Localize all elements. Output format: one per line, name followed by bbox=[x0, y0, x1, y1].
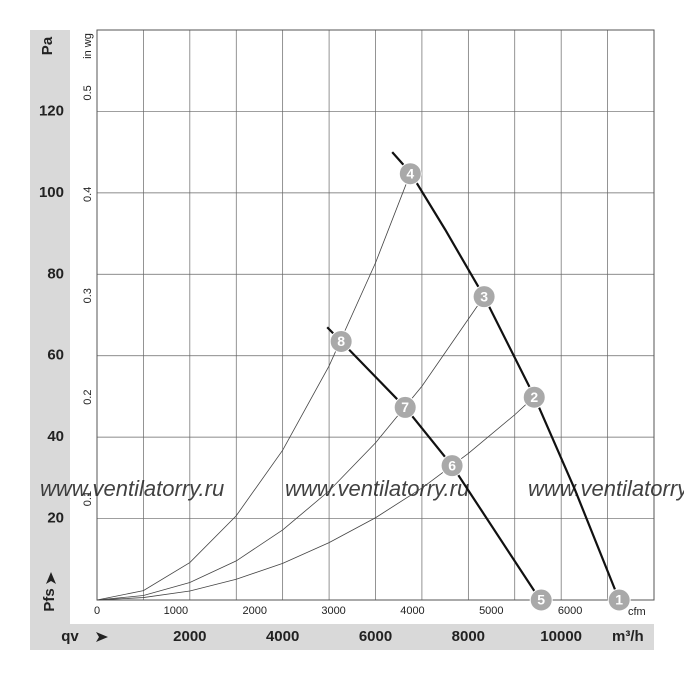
y-label: Pa bbox=[39, 36, 56, 55]
x2-tick-label: 6000 bbox=[558, 605, 582, 617]
y2-tick-label: 0.2 bbox=[82, 390, 94, 405]
x2-tick-label: 2000 bbox=[242, 605, 266, 617]
line bbox=[326, 326, 542, 601]
operating-point bbox=[398, 162, 422, 186]
point-label: 1 bbox=[615, 592, 623, 608]
x-tick-label: 6000 bbox=[359, 628, 392, 645]
x2-tick-label: 0 bbox=[94, 605, 100, 617]
x-arrow bbox=[96, 632, 108, 642]
line bbox=[96, 173, 411, 601]
y-band bbox=[30, 30, 70, 650]
y2-tick-label: 0.5 bbox=[82, 85, 94, 100]
watermark: www.ventilatorry.ru bbox=[285, 476, 469, 501]
y2-tick-label: 0.1 bbox=[82, 491, 94, 506]
operating-point bbox=[522, 385, 546, 409]
x2-tick-label: 3000 bbox=[321, 605, 345, 617]
x2-label: cfm bbox=[628, 606, 646, 618]
y-tick-label: 20 bbox=[47, 510, 64, 527]
x-tick-label: 2000 bbox=[173, 628, 206, 645]
plot-frame bbox=[96, 29, 655, 601]
y2-label: in wg bbox=[82, 33, 94, 59]
watermark: www.ventilatorry.ru bbox=[40, 476, 224, 501]
x-tick-label: 8000 bbox=[452, 628, 485, 645]
point-label: 5 bbox=[537, 592, 545, 608]
y-arrow bbox=[46, 572, 56, 584]
y2-tick-label: 0.3 bbox=[82, 288, 94, 303]
operating-point bbox=[529, 588, 553, 612]
x2-tick-label: 1000 bbox=[164, 605, 188, 617]
x-label: m³/h bbox=[612, 628, 644, 645]
y-tick-label: 120 bbox=[39, 102, 64, 119]
y-symbol: Pfs bbox=[41, 588, 58, 611]
point-label: 6 bbox=[448, 457, 456, 473]
operating-point bbox=[393, 395, 417, 419]
point-label: 3 bbox=[480, 288, 488, 304]
x-band bbox=[30, 624, 654, 650]
operating-point bbox=[329, 329, 353, 353]
point-label: 8 bbox=[337, 333, 345, 349]
x-symbol: qv bbox=[61, 628, 79, 645]
x2-tick-label: 4000 bbox=[400, 605, 424, 617]
x2-tick-label: 5000 bbox=[479, 605, 503, 617]
line bbox=[391, 151, 621, 601]
watermark: www.ventilatorry.ru bbox=[528, 476, 684, 501]
operating-point bbox=[440, 454, 464, 478]
point-label: 7 bbox=[401, 399, 409, 415]
line bbox=[96, 396, 535, 601]
y-tick-label: 60 bbox=[47, 347, 64, 364]
point-label: 4 bbox=[406, 165, 414, 181]
y-tick-label: 80 bbox=[47, 265, 64, 282]
x-tick-label: 10000 bbox=[540, 628, 582, 645]
operating-point bbox=[607, 588, 631, 612]
x-tick-label: 4000 bbox=[266, 628, 299, 645]
line bbox=[96, 296, 485, 601]
y-tick-label: 40 bbox=[47, 428, 64, 445]
y2-tick-label: 0.4 bbox=[82, 187, 94, 202]
point-label: 2 bbox=[530, 389, 538, 405]
y-tick-label: 100 bbox=[39, 184, 64, 201]
operating-point bbox=[472, 285, 496, 309]
